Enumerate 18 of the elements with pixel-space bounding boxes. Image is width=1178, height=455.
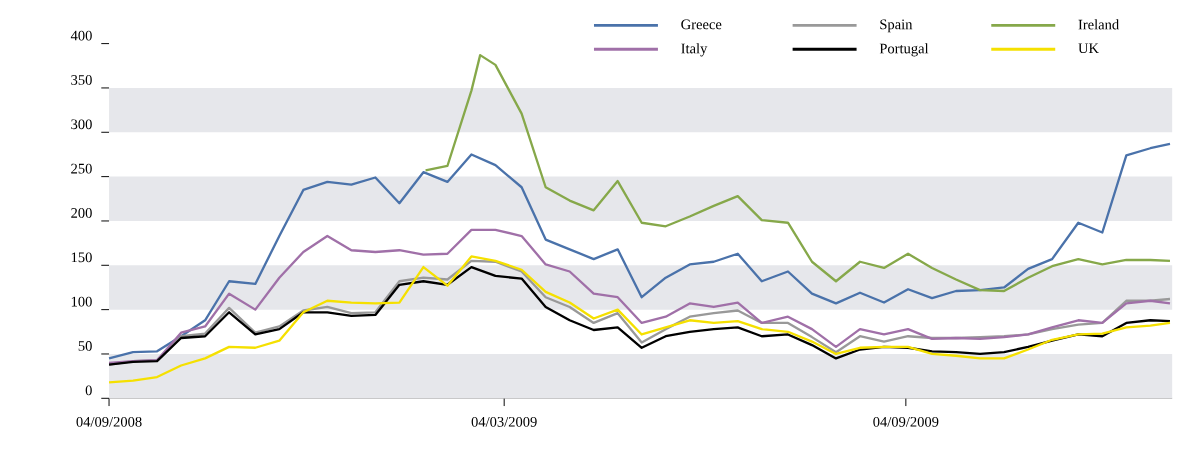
y-tick-label: 350 <box>71 74 92 85</box>
y-tick-label: 50 <box>78 340 92 351</box>
y-tick-label: 0 <box>85 385 92 395</box>
y-tick-label: 200 <box>71 207 92 218</box>
y-tick-label: 150 <box>71 252 92 262</box>
x-tick-label: 04/03/2009 <box>471 416 537 427</box>
legend-label: Ireland <box>1078 19 1119 30</box>
x-tick-label: 04/09/2008 <box>76 416 142 427</box>
legend-label: Portugal <box>879 42 929 57</box>
y-tick-label: 300 <box>71 119 92 129</box>
y-tick-label: 400 <box>70 30 92 41</box>
y-tick-label: 250 <box>71 163 92 174</box>
x-tick-label: 04/09/2009 <box>873 416 939 427</box>
y-tick-label: 100 <box>71 296 92 307</box>
legend-label: UK <box>1078 43 1099 53</box>
legend-label: Spain <box>880 19 913 32</box>
legend-label: Greece <box>681 19 722 30</box>
legend-label: Italy <box>681 42 708 57</box>
